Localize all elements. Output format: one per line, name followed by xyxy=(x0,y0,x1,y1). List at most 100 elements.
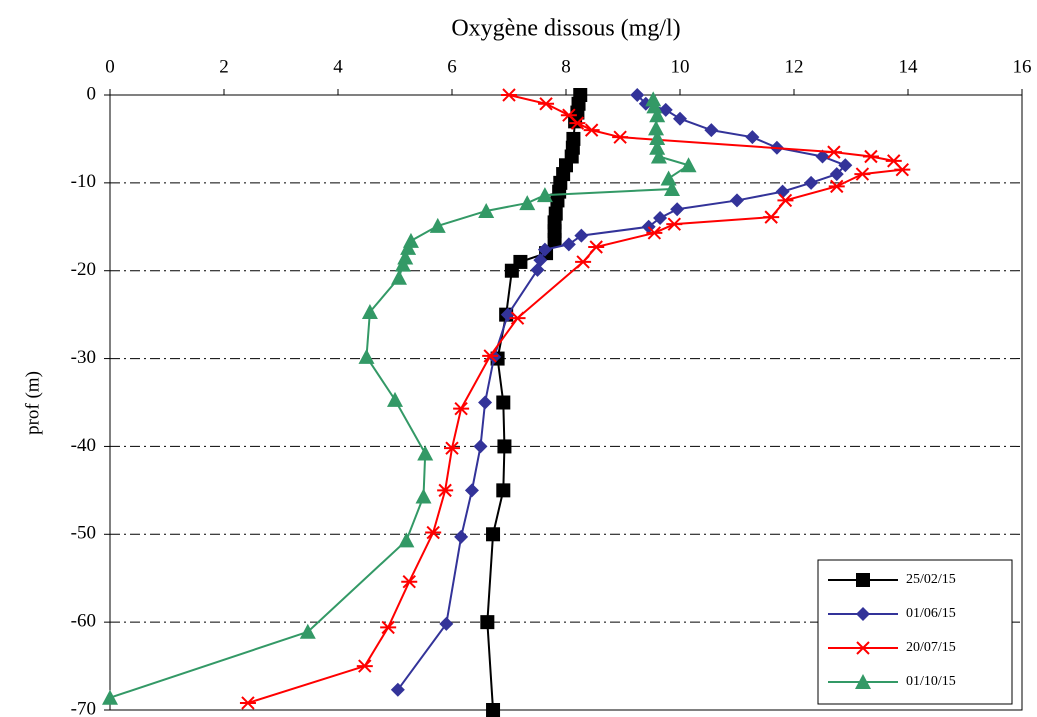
marker xyxy=(745,130,760,145)
marker xyxy=(482,349,499,363)
marker xyxy=(856,573,870,587)
marker xyxy=(862,149,879,164)
marker xyxy=(658,102,673,117)
marker xyxy=(649,130,666,146)
marker xyxy=(439,616,454,631)
marker xyxy=(239,696,256,710)
y-tick-label: -20 xyxy=(71,259,96,280)
x-tick-label: 0 xyxy=(105,56,115,77)
marker xyxy=(417,445,434,461)
marker xyxy=(612,130,629,144)
marker xyxy=(854,167,871,181)
marker xyxy=(453,401,470,416)
y-axis-label: prof (m) xyxy=(22,371,43,435)
marker xyxy=(704,123,719,138)
marker xyxy=(561,237,576,252)
marker xyxy=(425,525,442,540)
marker xyxy=(496,395,511,410)
x-tick-label: 8 xyxy=(561,56,571,77)
marker xyxy=(649,139,666,155)
x-tick-label: 16 xyxy=(1013,56,1032,77)
marker xyxy=(660,170,677,186)
legend-label: 25/02/15 xyxy=(906,572,956,587)
series-line xyxy=(247,94,905,704)
x-tick-label: 14 xyxy=(899,56,919,77)
marker xyxy=(670,202,685,217)
marker xyxy=(486,527,501,542)
legend-box xyxy=(817,559,1013,705)
chart-title: Oxygène dissous (mg/l) xyxy=(451,16,680,42)
y-tick-label: -30 xyxy=(71,347,96,368)
legend-label: 20/07/15 xyxy=(906,640,956,655)
marker xyxy=(387,391,403,407)
marker xyxy=(666,217,683,231)
marker xyxy=(894,162,911,177)
marker xyxy=(575,255,592,269)
y-tick-label: -10 xyxy=(71,171,96,192)
marker xyxy=(398,532,415,548)
x-tick-label: 4 xyxy=(333,56,343,77)
y-tick-label: -70 xyxy=(71,698,96,717)
y-tick-label: -40 xyxy=(71,435,96,456)
marker xyxy=(400,239,417,255)
marker xyxy=(569,116,586,130)
marker xyxy=(829,167,844,182)
marker xyxy=(473,439,488,454)
marker xyxy=(478,202,495,218)
x-tick-label: 2 xyxy=(219,56,229,77)
marker xyxy=(361,304,378,320)
marker xyxy=(496,483,511,498)
marker xyxy=(855,641,871,655)
marker xyxy=(645,91,662,107)
y-tick-label: -50 xyxy=(71,523,96,544)
marker xyxy=(358,348,375,364)
marker xyxy=(537,242,552,257)
marker xyxy=(390,269,407,285)
marker xyxy=(673,111,687,126)
marker xyxy=(380,620,397,635)
marker xyxy=(664,181,681,197)
marker xyxy=(437,483,454,498)
marker xyxy=(574,228,589,243)
marker xyxy=(538,97,555,111)
marker xyxy=(478,395,493,410)
marker xyxy=(444,441,460,455)
marker xyxy=(650,148,667,164)
marker xyxy=(550,193,565,208)
marker xyxy=(583,123,600,137)
marker xyxy=(536,187,553,203)
marker xyxy=(885,154,902,168)
marker xyxy=(530,262,545,277)
marker xyxy=(102,689,118,705)
legend-label: 01/06/15 xyxy=(906,606,956,621)
marker xyxy=(763,210,780,224)
marker xyxy=(804,175,819,190)
marker xyxy=(299,623,316,639)
x-tick-label: 10 xyxy=(671,56,690,77)
legend: 25/02/15 01/06/15 20/07/15 01/10/15 xyxy=(817,559,1013,705)
marker xyxy=(828,179,845,194)
marker xyxy=(730,193,744,208)
marker xyxy=(777,193,794,208)
marker xyxy=(356,659,373,673)
marker xyxy=(429,217,446,233)
marker xyxy=(486,703,501,717)
marker xyxy=(390,682,405,697)
marker xyxy=(547,232,562,247)
y-tick-label: -60 xyxy=(71,611,96,632)
marker xyxy=(401,575,418,589)
marker xyxy=(394,256,411,272)
marker xyxy=(825,145,842,159)
marker xyxy=(646,226,663,240)
marker xyxy=(509,311,526,325)
marker xyxy=(838,158,853,173)
marker xyxy=(454,529,469,544)
x-tick-label: 6 xyxy=(447,56,457,77)
y-tick-label: 0 xyxy=(87,83,97,104)
x-tick-label: 12 xyxy=(785,56,804,77)
marker xyxy=(464,483,479,498)
marker xyxy=(519,195,536,211)
marker xyxy=(630,88,645,102)
marker xyxy=(680,157,697,173)
